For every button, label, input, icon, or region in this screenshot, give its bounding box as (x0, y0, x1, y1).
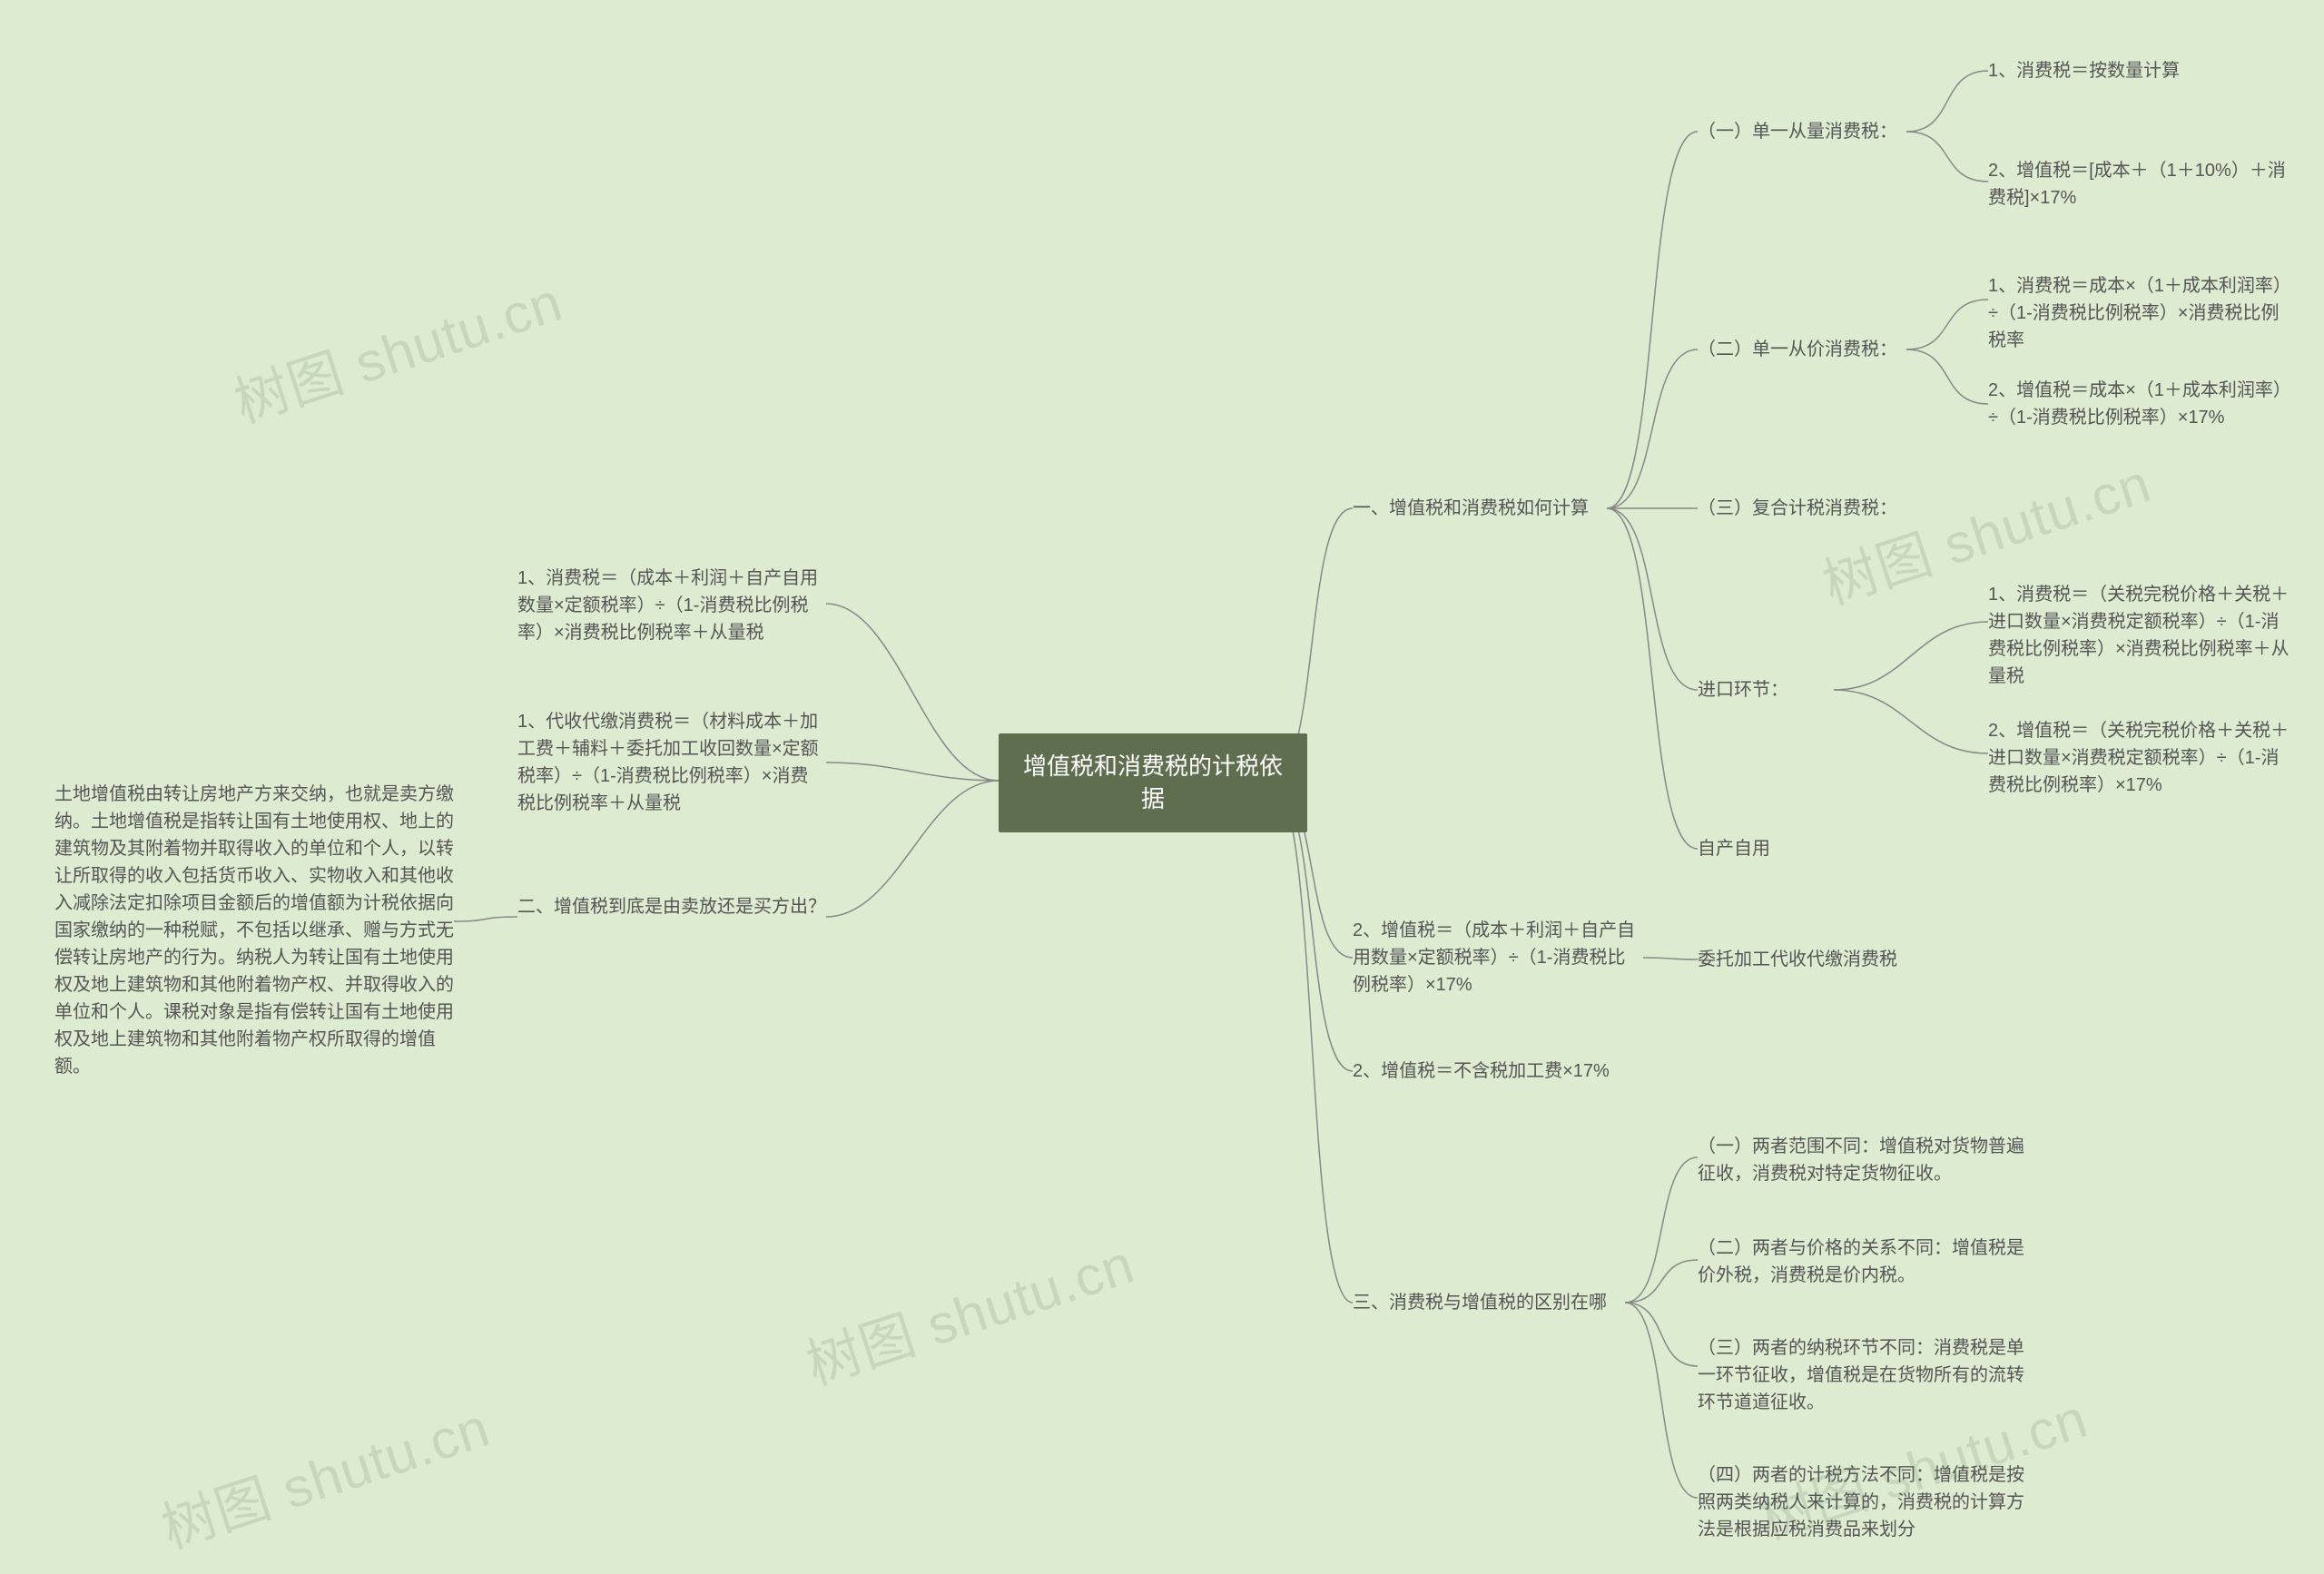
r1-single-quantity[interactable]: （一）单一从量消费税： (1698, 118, 1906, 145)
r2-child[interactable]: 委托加工代收代缴消费税 (1698, 946, 1915, 973)
r1a-item1[interactable]: 1、消费税＝按数量计算 (1988, 57, 2279, 84)
watermark-4: 树图 shutu.cn (795, 1220, 1143, 1400)
r1b-item1[interactable]: 1、消费税＝成本×（1＋成本利润率）÷（1-消费税比例税率）×消费税比例税率 (1988, 272, 2297, 354)
r1-single-price[interactable]: （二）单一从价消费税： (1698, 336, 1906, 363)
r1b-item2[interactable]: 2、增值税＝成本×（1＋成本利润率）÷（1-消费税比例税率）×17% (1988, 377, 2297, 431)
r4-diff3[interactable]: （三）两者的纳税环节不同：消费税是单一环节征收，增值税是在货物所有的流转环节道道… (1698, 1334, 2024, 1416)
left-node-who-pays-vat[interactable]: 二、增值税到底是由卖放还是买方出？ (517, 893, 826, 920)
watermark-3: 树图 shutu.cn (151, 1383, 498, 1563)
left-node-land-vat-explain[interactable]: 土地增值税由转让房地产方来交纳，也就是卖方缴纳。土地增值税是指转让国有土地使用权… (54, 781, 454, 1080)
right-node-vat-processing-fee[interactable]: 2、增值税＝不含税加工费×17% (1353, 1058, 1625, 1085)
r4-diff2[interactable]: （二）两者与价格的关系不同：增值税是价外税，消费税是价内税。 (1698, 1235, 2024, 1289)
r1-self-produce[interactable]: 自产自用 (1698, 835, 1834, 862)
r1a-item2[interactable]: 2、增值税＝[成本＋（1＋10%）＋消费税]×17% (1988, 157, 2297, 212)
left-node-withholding-formula[interactable]: 1、代收代缴消费税＝（材料成本＋加工费＋辅料＋委托加工收回数量×定额税率）÷（1… (517, 708, 826, 817)
left-node-consumption-tax-formula[interactable]: 1、消费税＝（成本＋利润＋自产自用数量×定额税率）÷（1-消费税比例税率）×消费… (517, 565, 826, 646)
right-node-how-calculate[interactable]: 一、增值税和消费税如何计算 (1353, 495, 1607, 522)
watermark-1: 树图 shutu.cn (223, 258, 571, 438)
r1-import[interactable]: 进口环节： (1698, 676, 1834, 703)
r1d-item1[interactable]: 1、消费税＝（关税完税价格＋关税＋进口数量×消费税定额税率）÷（1-消费税比例税… (1988, 581, 2297, 690)
r1-compound[interactable]: （三）复合计税消费税： (1698, 495, 1906, 522)
right-node-vat-formula-2[interactable]: 2、增值税＝（成本＋利润＋自产自用数量×定额税率）÷（1-消费税比例税率）×17… (1353, 917, 1643, 999)
r4-diff1[interactable]: （一）两者范围不同：增值税对货物普遍征收，消费税对特定货物征收。 (1698, 1133, 2024, 1187)
center-node[interactable]: 增值税和消费税的计税依据 (999, 733, 1307, 832)
r1d-item2[interactable]: 2、增值税＝（关税完税价格＋关税＋进口数量×消费税定额税率）÷（1-消费税比例税… (1988, 717, 2297, 799)
r4-diff4[interactable]: （四）两者的计税方法不同：增值税是按照两类纳税人来计算的，消费税的计算方法是根据… (1698, 1461, 2024, 1543)
right-node-difference[interactable]: 三、消费税与增值税的区别在哪 (1353, 1289, 1625, 1316)
